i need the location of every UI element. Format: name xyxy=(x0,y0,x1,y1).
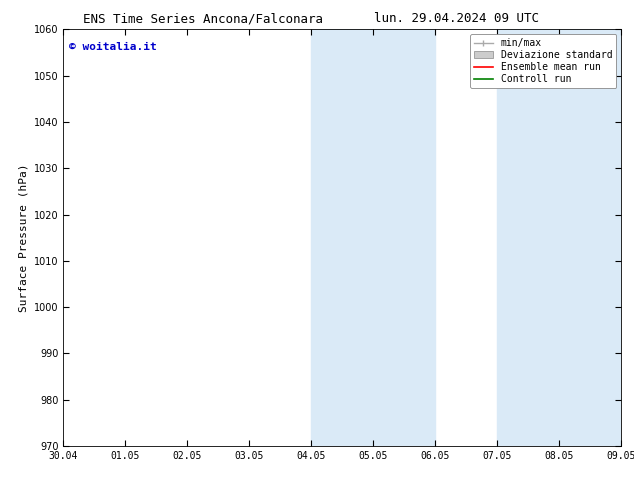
Text: lun. 29.04.2024 09 UTC: lun. 29.04.2024 09 UTC xyxy=(374,12,539,25)
Text: © woitalia.it: © woitalia.it xyxy=(69,42,157,52)
Bar xyxy=(342,29,436,446)
Text: ENS Time Series Ancona/Falconara: ENS Time Series Ancona/Falconara xyxy=(83,12,323,25)
Bar xyxy=(528,29,621,446)
Bar xyxy=(311,29,342,446)
Bar xyxy=(497,29,528,446)
Legend: min/max, Deviazione standard, Ensemble mean run, Controll run: min/max, Deviazione standard, Ensemble m… xyxy=(470,34,616,88)
Y-axis label: Surface Pressure (hPa): Surface Pressure (hPa) xyxy=(18,163,29,312)
